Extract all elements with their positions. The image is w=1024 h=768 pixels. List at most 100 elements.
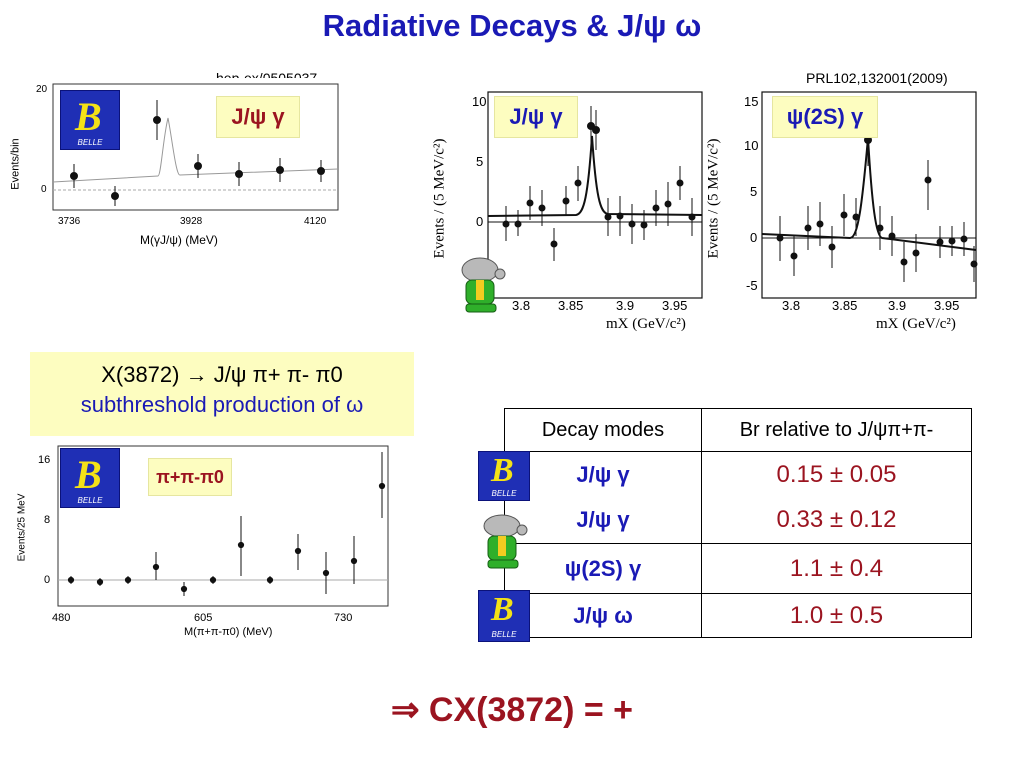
callout-omega-line: subthreshold production of ω bbox=[80, 392, 364, 417]
callout-decay-line: X(3872) → J/ψ π+ π- π0 bbox=[101, 362, 343, 387]
plot2-point bbox=[640, 221, 648, 229]
header-decay-modes: Decay modes bbox=[504, 408, 702, 452]
plot2-point bbox=[604, 213, 612, 221]
belle-logo-text: BELLE bbox=[491, 630, 517, 639]
decay-mode-jpsi-omega: J/ψ ω bbox=[504, 593, 702, 638]
belle-logo-letter: B bbox=[75, 94, 102, 139]
plot3-point bbox=[900, 258, 908, 266]
plot4-points bbox=[67, 452, 386, 596]
belle-logo-letter: B bbox=[491, 591, 514, 628]
plot4-ylabel: Events/25 MeV bbox=[16, 493, 28, 562]
plot1-frame bbox=[52, 83, 339, 211]
plot-jpsi-gamma-prl-svg bbox=[487, 91, 703, 299]
plot2-point bbox=[562, 197, 570, 205]
decay-mode-psi2s-gamma: ψ(2S) γ bbox=[504, 543, 702, 594]
br-value-jpsi-gamma-belle: 0.15 ± 0.05 bbox=[701, 451, 972, 498]
branching-ratio-table: Decay modes Br relative to J/ψπ+π- J/ψ γ… bbox=[504, 408, 972, 638]
plot1-xtick-3736: 3736 bbox=[58, 216, 81, 227]
plot-3pi-mass-belle-svg bbox=[57, 445, 389, 607]
plot4-point bbox=[152, 563, 160, 571]
plot2-points bbox=[502, 106, 696, 261]
plot3-points bbox=[776, 114, 978, 282]
belle-logo: B BELLE bbox=[60, 448, 120, 508]
belle-logo-letter: B bbox=[75, 452, 102, 497]
decay-mode-jpsi-gamma-belle: J/ψ γ bbox=[504, 451, 702, 498]
plot4-frame bbox=[57, 445, 389, 607]
plot2-frame bbox=[487, 91, 703, 299]
plot3-point bbox=[924, 176, 932, 184]
belle-logo: B BELLE bbox=[478, 590, 530, 642]
plot3-point bbox=[840, 211, 848, 219]
plot2-xtick-3.8: 3.8 bbox=[512, 298, 531, 313]
plot2-ytick-5: 5 bbox=[476, 154, 484, 169]
plot1-point bbox=[235, 170, 243, 178]
plot4-point bbox=[96, 578, 104, 586]
plot3-xtick-3.9: 3.9 bbox=[888, 298, 907, 313]
plot4-point bbox=[237, 541, 245, 549]
plot2-point bbox=[502, 220, 510, 228]
belle-logo: B BELLE bbox=[478, 451, 530, 501]
plot2-point bbox=[628, 220, 636, 228]
plot2-point bbox=[664, 200, 672, 208]
plot1-xtick-4120: 4120 bbox=[304, 216, 327, 227]
table-row: ψ(2S) γ 1.1 ± 0.4 bbox=[504, 543, 972, 594]
plot1-point bbox=[70, 172, 78, 180]
plot3-point bbox=[970, 260, 978, 268]
plot3-xtick-3.95: 3.95 bbox=[934, 298, 960, 313]
plot1-point bbox=[194, 162, 202, 170]
plot2-ylabel: Events / (5 MeV/c²) bbox=[431, 138, 448, 259]
plot3-point bbox=[960, 235, 968, 243]
conclusion-text: ⇒ CX(3872) = + bbox=[390, 691, 634, 729]
plot3-point bbox=[888, 232, 896, 240]
plot2-xtick-3.9: 3.9 bbox=[616, 298, 635, 313]
plot4-xlabel: M(π+π-π0) (MeV) bbox=[184, 626, 273, 638]
plot3-ytick-10: 10 bbox=[744, 138, 759, 153]
plot2-fit-curve bbox=[487, 135, 703, 217]
belle-logo-text: BELLE bbox=[491, 489, 517, 498]
plot1-tag: J/ψ γ bbox=[216, 96, 300, 138]
plot4-point bbox=[350, 557, 358, 565]
plot3-point bbox=[912, 249, 920, 257]
plot3-point bbox=[852, 213, 860, 221]
plot1-point bbox=[276, 166, 284, 174]
plot4-xtick-480: 480 bbox=[52, 612, 71, 624]
plot2-point bbox=[526, 199, 534, 207]
plot3-frame bbox=[761, 91, 977, 299]
plot3-ylabel: Events / (5 MeV/c²) bbox=[705, 138, 722, 259]
plot3-point bbox=[790, 252, 798, 260]
plot1-fit-curve bbox=[52, 117, 339, 183]
plot4-ytick-8: 8 bbox=[44, 514, 51, 526]
plot3-xtick-3.8: 3.8 bbox=[782, 298, 801, 313]
plot2-point bbox=[574, 179, 582, 187]
header-br-relative: Br relative to J/ψπ+π- bbox=[701, 408, 972, 452]
plot3-point bbox=[876, 224, 884, 232]
plot3-point bbox=[776, 234, 784, 242]
plot3-point bbox=[828, 243, 836, 251]
plot4-point bbox=[378, 482, 386, 490]
plot4-point bbox=[180, 585, 188, 593]
plot2-point bbox=[550, 240, 558, 248]
belle-logo-text: BELLE bbox=[77, 496, 103, 505]
plot1-xtick-3928: 3928 bbox=[180, 216, 203, 227]
plot2-point bbox=[538, 204, 546, 212]
plot3-ytick-5: 5 bbox=[750, 184, 758, 199]
plot3-point bbox=[816, 220, 824, 228]
plot4-point bbox=[209, 576, 217, 584]
plot4-ytick-16: 16 bbox=[38, 454, 51, 466]
plot3-ytick-0: 0 bbox=[750, 230, 758, 245]
plot3-xtick-3.85: 3.85 bbox=[832, 298, 858, 313]
plot4-point bbox=[294, 547, 302, 555]
plot4-point bbox=[322, 569, 330, 577]
plot4-ytick-0: 0 bbox=[44, 574, 51, 586]
babar-mascot-icon bbox=[483, 514, 528, 569]
plot2-point bbox=[676, 179, 684, 187]
decay-mode-jpsi-gamma-babar: J/ψ γ bbox=[504, 497, 702, 544]
plot3-tag: ψ(2S) γ bbox=[772, 96, 878, 138]
belle-logo-text: BELLE bbox=[77, 138, 103, 147]
table-row: J/ψ ω 1.0 ± 0.5 bbox=[504, 593, 972, 638]
plot3-point bbox=[936, 238, 944, 246]
plot3-ytick-neg5: -5 bbox=[746, 278, 758, 293]
plot3-fit-curve bbox=[761, 137, 977, 251]
plot1-point bbox=[153, 116, 161, 124]
plot4-tag: π+π-π0 bbox=[148, 458, 232, 496]
